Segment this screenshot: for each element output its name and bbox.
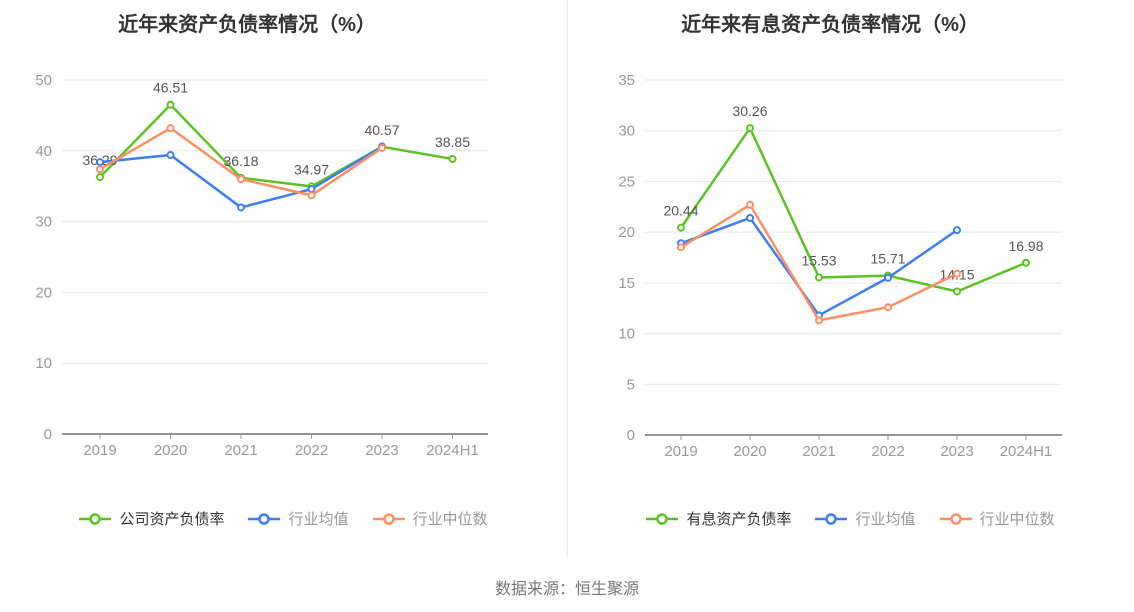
legend-label: 行业均值: [855, 511, 916, 528]
x-axis-label: 2022: [871, 443, 904, 460]
data-label: 20.44: [663, 203, 698, 219]
data-point-marker: [307, 185, 316, 194]
data-point-marker: [448, 154, 457, 163]
line-plot: 0 10 20 30 40 50 2019 2020 2021 2022 2023 2024H1 36.…: [35, 72, 488, 459]
y-axis-label: 10: [35, 355, 52, 372]
data-point-marker: [677, 223, 685, 232]
y-axis-label: 30: [618, 123, 635, 140]
chart-legend: 公司资产负债率 行业均值 行业中位数: [0, 508, 567, 529]
y-axis-label: 0: [627, 427, 635, 444]
x-axis-label: 2021: [224, 442, 257, 459]
data-label: 34.97: [294, 161, 329, 177]
legend-line-circle-icon: [939, 512, 972, 525]
data-point-marker: [307, 191, 316, 200]
data-point-marker: [746, 213, 754, 222]
data-point-marker: [96, 173, 104, 182]
data-point-marker: [953, 226, 961, 235]
y-axis-label: 30: [35, 214, 52, 231]
chart-title: 近年来有息资产负债率情况（%）: [681, 14, 979, 36]
x-axis-label: 2019: [664, 443, 697, 460]
data-label: 46.51: [153, 80, 188, 96]
data-point-marker: [166, 151, 175, 160]
data-label: 36.18: [223, 153, 258, 169]
legend-label: 行业均值: [288, 511, 349, 528]
data-point-marker: [378, 143, 386, 152]
data-label: 40.57: [364, 122, 399, 138]
series-line: [679, 126, 1028, 293]
data-point-marker: [884, 303, 892, 312]
series-line: [98, 103, 454, 188]
y-axis-label: 35: [618, 72, 635, 89]
data-label: 30.26: [732, 103, 767, 119]
legend-label: 行业中位数: [979, 511, 1055, 528]
data-point-marker: [166, 124, 175, 133]
chart-title: 近年来资产负债率情况（%）: [118, 14, 376, 36]
x-axis-label: 2024H1: [426, 442, 479, 459]
data-point-marker: [746, 124, 754, 133]
line-plot: 0 5 10 15 20 25 30 35 2019 2020 2021 2022 2023 2024H1…: [618, 72, 1062, 460]
x-axis-label: 2024H1: [1000, 443, 1053, 460]
x-axis-label: 2020: [733, 443, 766, 460]
y-axis-label: 15: [618, 275, 635, 292]
legend-item[interactable]: 行业均值: [248, 508, 349, 529]
data-point-marker: [166, 100, 175, 109]
chart-divider-line: [567, 0, 568, 558]
data-label: 15.53: [801, 252, 836, 268]
y-axis-label: 20: [618, 224, 635, 241]
data-point-marker: [96, 165, 104, 174]
data-source-caption: 数据来源：恒生聚源: [494, 581, 639, 598]
chart-legend: 有息资产负债率 行业均值 行业中位数: [567, 508, 1134, 529]
data-point-marker: [237, 203, 245, 212]
legend-line-circle-icon: [372, 512, 405, 525]
data-label: 38.85: [435, 134, 470, 150]
y-axis-label: 50: [35, 72, 52, 89]
data-point-marker: [953, 269, 961, 278]
y-axis-label: 5: [627, 376, 635, 393]
legend-label: 有息资产负债率: [686, 511, 792, 528]
data-label: 15.71: [870, 251, 905, 267]
legend-item[interactable]: 公司资产负债率: [79, 508, 224, 529]
asset-liability-ratio-chart: 近年来资产负债率情况（%） 0 10 20 30 40 50 2019 2020 2021 202…: [0, 0, 567, 558]
x-axis-label: 2023: [940, 443, 973, 460]
x-axis-label: 2023: [365, 442, 398, 459]
y-axis-label: 10: [618, 326, 635, 343]
data-point-marker: [746, 200, 754, 209]
x-axis-label: 2022: [295, 442, 328, 459]
legend-item[interactable]: 行业中位数: [939, 508, 1055, 529]
data-point-marker: [677, 243, 685, 252]
interest-bearing-liability-ratio-chart: 近年来有息资产负债率情况（%） 0 5 10 15 20 25 30 35 2019 2020 20…: [567, 0, 1134, 558]
y-axis-label: 20: [35, 284, 52, 301]
legend-item[interactable]: 行业中位数: [372, 508, 488, 529]
y-axis-label: 0: [44, 426, 52, 443]
x-axis-label: 2021: [802, 443, 835, 460]
legend-line-circle-icon: [79, 512, 112, 525]
data-point-marker: [953, 287, 961, 296]
data-point-marker: [1022, 258, 1030, 267]
y-axis-label: 25: [618, 173, 635, 190]
x-axis-label: 2019: [83, 442, 116, 459]
data-label: 16.98: [1008, 238, 1043, 254]
y-axis-label: 40: [35, 143, 52, 160]
data-point-marker: [884, 273, 892, 282]
legend-line-circle-icon: [248, 512, 281, 525]
legend-line-circle-icon: [815, 512, 848, 525]
data-point-marker: [815, 316, 823, 325]
x-axis-label: 2020: [154, 442, 187, 459]
data-point-marker: [237, 175, 245, 184]
legend-line-circle-icon: [646, 512, 679, 525]
legend-label: 公司资产负债率: [119, 511, 225, 528]
legend-item[interactable]: 有息资产负债率: [646, 508, 791, 529]
data-point-marker: [96, 158, 104, 167]
legend-label: 行业中位数: [412, 511, 488, 528]
data-point-marker: [815, 273, 823, 282]
legend-item[interactable]: 行业均值: [815, 508, 916, 529]
